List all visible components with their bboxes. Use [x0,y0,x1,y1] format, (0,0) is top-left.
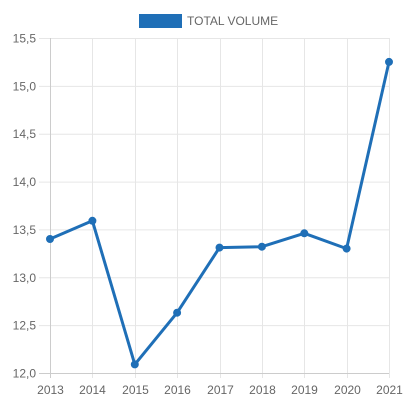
x-tick-label: 2017 [207,383,234,397]
y-tick-label: 14,0 [13,175,37,189]
data-point-2019[interactable] [300,229,309,238]
x-tick-label: 2014 [79,383,106,397]
x-tick-label: 2013 [37,383,64,397]
y-tick-label: 12,0 [13,367,37,381]
y-tick-label: 13,0 [13,271,37,285]
axes [39,38,389,378]
y-tick-label: 14,5 [13,127,37,141]
legend[interactable]: TOTAL VOLUME [139,14,278,28]
y-tick-label: 13,5 [13,223,37,237]
y-tick-label: 15,5 [13,32,37,46]
data-point-2013[interactable] [46,235,54,243]
y-tick-label: 15,0 [13,79,37,93]
y-axis-tick-labels: 12,0 12,5 13,0 13,5 14,0 14,5 15,0 15,5 [13,32,37,381]
series-layer [46,57,393,369]
grid-lines [39,38,390,378]
data-point-2016[interactable] [173,308,182,317]
x-tick-label: 2020 [334,383,361,397]
data-point-2018[interactable] [257,242,266,251]
x-axis-tick-labels: 2013 2014 2015 2016 2017 2018 2019 2020 2021 [37,383,403,397]
series-line-total-volume[interactable] [48,60,391,366]
x-tick-label: 2015 [122,383,149,397]
data-point-2015[interactable] [130,360,139,369]
x-tick-label: 2019 [291,383,318,397]
y-tick-label: 12,5 [13,319,37,333]
data-point-2021[interactable] [385,57,393,66]
data-point-2017[interactable] [215,243,224,252]
data-point-2014[interactable] [88,216,97,225]
legend-label-total-volume[interactable]: TOTAL VOLUME [187,14,278,28]
legend-swatch-total-volume[interactable] [139,14,182,28]
x-tick-label: 2016 [164,383,191,397]
x-tick-label: 2021 [376,383,403,397]
data-point-2020[interactable] [342,244,351,253]
x-tick-label: 2018 [249,383,276,397]
